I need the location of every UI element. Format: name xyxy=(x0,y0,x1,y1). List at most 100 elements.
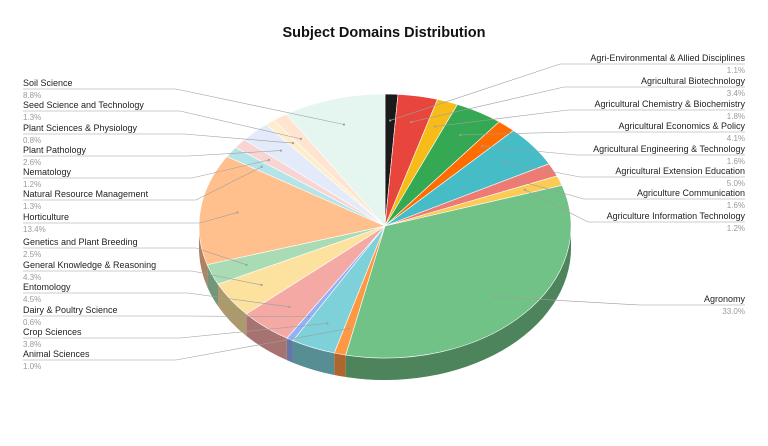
leader-dot-entomology xyxy=(288,305,291,308)
slice-label-agronomy: Agronomy xyxy=(704,294,746,304)
pie-slice-agronomy xyxy=(345,185,572,359)
leader-dot-general-knowledge-reasoning xyxy=(260,283,263,287)
pie-side-layer xyxy=(199,226,571,380)
slice-pct-horticulture: 13.4% xyxy=(23,225,46,234)
leader-dot-agronomy xyxy=(494,295,497,298)
slice-pct-agronomy: 33.0% xyxy=(722,307,745,316)
leader-dot-nematology xyxy=(267,158,270,162)
slice-label-agricultural-biotechnology: Agricultural Biotechnology xyxy=(641,76,746,86)
pie-side-genetics-and-plant-breeding xyxy=(207,264,218,307)
pie-side-animal-sciences xyxy=(334,352,346,378)
leader-dot-horticulture xyxy=(236,211,239,214)
pie-side-crop-sciences xyxy=(292,340,335,375)
leader-line-soil-science xyxy=(23,88,345,125)
slice-label-general-knowledge-reasoning: General Knowledge & Reasoning xyxy=(23,260,156,270)
leader-dot-agriculture-information-technology xyxy=(523,188,526,191)
slice-pct-entomology: 4.5% xyxy=(23,295,41,304)
slice-label-agriculture-information-technology: Agriculture Information Technology xyxy=(607,211,746,221)
slice-pct-general-knowledge-reasoning: 4.3% xyxy=(23,273,41,282)
leader-line-agri-environmental-allied-disciplines xyxy=(390,63,745,121)
slice-pct-dairy-poultry-science: 0.6% xyxy=(23,318,41,327)
leader-line-seed-science-and-technology xyxy=(23,110,302,140)
leader-line-horticulture xyxy=(23,212,238,224)
pie-slice-horticulture xyxy=(198,156,386,265)
leader-dot-agricultural-chemistry-biochemistry xyxy=(433,125,437,128)
slice-label-natural-resource-management: Natural Resource Management xyxy=(23,189,149,199)
slice-label-agriculture-communication: Agriculture Communication xyxy=(637,188,745,198)
slice-pct-crop-sciences: 3.8% xyxy=(23,340,41,349)
leader-dot-agriculture-communication xyxy=(518,179,521,183)
chart-title: Subject Domains Distribution xyxy=(282,25,485,41)
slice-label-agricultural-extension-education: Agricultural Extension Education xyxy=(615,166,745,176)
slice-pct-natural-resource-management: 1.3% xyxy=(23,202,41,211)
slice-pct-agriculture-communication: 1.6% xyxy=(727,201,745,210)
leader-dot-natural-resource-management xyxy=(260,165,263,168)
slice-pct-seed-science-and-technology: 1.3% xyxy=(23,113,41,122)
slice-pct-agri-environmental-allied-disciplines: 1.1% xyxy=(727,66,745,75)
slice-label-nematology: Nematology xyxy=(23,167,72,177)
leader-line-agricultural-chemistry-biochemistry xyxy=(435,109,745,127)
slice-label-agri-environmental-allied-disciplines: Agri-Environmental & Allied Disciplines xyxy=(590,53,745,63)
leader-dot-agricultural-engineering-technology xyxy=(481,144,484,148)
leader-dot-crop-sciences xyxy=(326,322,329,325)
leader-dot-genetics-and-plant-breeding xyxy=(245,263,248,266)
leader-dot-dairy-poultry-science xyxy=(307,315,311,318)
slice-pct-agricultural-economics-policy: 4.1% xyxy=(727,134,745,143)
slice-label-dairy-poultry-science: Dairy & Poultry Science xyxy=(23,305,118,315)
leader-dot-agricultural-biotechnology xyxy=(410,120,413,124)
leader-line-natural-resource-management xyxy=(23,166,262,201)
slice-label-seed-science-and-technology: Seed Science and Technology xyxy=(23,100,144,110)
pie-side-entomology xyxy=(246,313,287,361)
pie-side-general-knowledge-reasoning xyxy=(217,284,247,336)
slice-pct-genetics-and-plant-breeding: 2.5% xyxy=(23,250,41,259)
leader-line-plant-sciences-physiology xyxy=(23,133,293,144)
leader-dot-plant-pathology xyxy=(279,149,282,152)
pie-side-dairy-poultry-science xyxy=(286,338,293,363)
pie-top-layer xyxy=(198,93,572,359)
slice-label-soil-science: Soil Science xyxy=(23,78,73,88)
slice-label-genetics-and-plant-breeding: Genetics and Plant Breeding xyxy=(23,237,138,247)
slice-pct-agricultural-extension-education: 5.0% xyxy=(727,179,745,188)
leader-line-entomology xyxy=(23,292,290,308)
leader-dot-agricultural-economics-policy xyxy=(459,133,462,137)
slice-label-plant-sciences-physiology: Plant Sciences & Physiology xyxy=(23,123,138,133)
leader-line-plant-pathology xyxy=(23,150,281,157)
leader-line-agricultural-extension-education xyxy=(503,161,745,178)
leader-line-agriculture-communication xyxy=(519,180,745,200)
leader-line-agronomy xyxy=(495,296,745,306)
leader-line-nematology xyxy=(23,159,269,179)
slice-pct-plant-sciences-physiology: 0.8% xyxy=(23,136,41,145)
leader-dot-agri-environmental-allied-disciplines xyxy=(389,119,392,122)
leader-line-agricultural-biotechnology xyxy=(411,86,745,123)
leader-dot-animal-sciences xyxy=(347,327,351,330)
leader-dot-plant-sciences-physiology xyxy=(291,141,295,145)
leader-line-animal-sciences xyxy=(23,328,350,361)
slice-label-animal-sciences: Animal Sciences xyxy=(23,349,90,359)
leader-dot-agricultural-extension-education xyxy=(502,161,505,164)
slice-label-horticulture: Horticulture xyxy=(23,212,69,222)
leader-line-crop-sciences xyxy=(23,323,328,339)
slice-label-entomology: Entomology xyxy=(23,282,71,292)
pie-side-agronomy xyxy=(345,226,571,380)
leader-line-dairy-poultry-science xyxy=(23,315,309,318)
slice-pct-animal-sciences: 1.0% xyxy=(23,362,41,371)
leader-line-agriculture-information-technology xyxy=(524,189,745,223)
slice-label-agricultural-engineering-technology: Agricultural Engineering & Technology xyxy=(593,144,745,154)
leader-line-agricultural-engineering-technology xyxy=(482,145,745,156)
leader-lines xyxy=(23,63,745,361)
pie-side-horticulture xyxy=(199,226,208,287)
leader-dot-seed-science-and-technology xyxy=(299,137,303,140)
slice-pct-agricultural-engineering-technology: 1.6% xyxy=(727,157,745,166)
slice-label-plant-pathology: Plant Pathology xyxy=(23,145,87,155)
slice-pct-agricultural-biotechnology: 3.4% xyxy=(727,89,745,98)
slice-pct-agriculture-information-technology: 1.2% xyxy=(727,224,745,233)
slice-labels: Agri-Environmental & Allied Disciplines 1… xyxy=(23,53,745,371)
leader-line-general-knowledge-reasoning xyxy=(23,270,262,286)
slice-pct-agricultural-chemistry-biochemistry: 1.8% xyxy=(727,112,745,121)
slice-pct-soil-science: 8.8% xyxy=(23,91,41,100)
slice-pct-nematology: 1.2% xyxy=(23,180,41,189)
leader-dot-soil-science xyxy=(342,123,346,126)
leader-line-agricultural-economics-policy xyxy=(460,131,745,136)
slice-label-agricultural-chemistry-biochemistry: Agricultural Chemistry & Biochemistry xyxy=(594,99,745,109)
